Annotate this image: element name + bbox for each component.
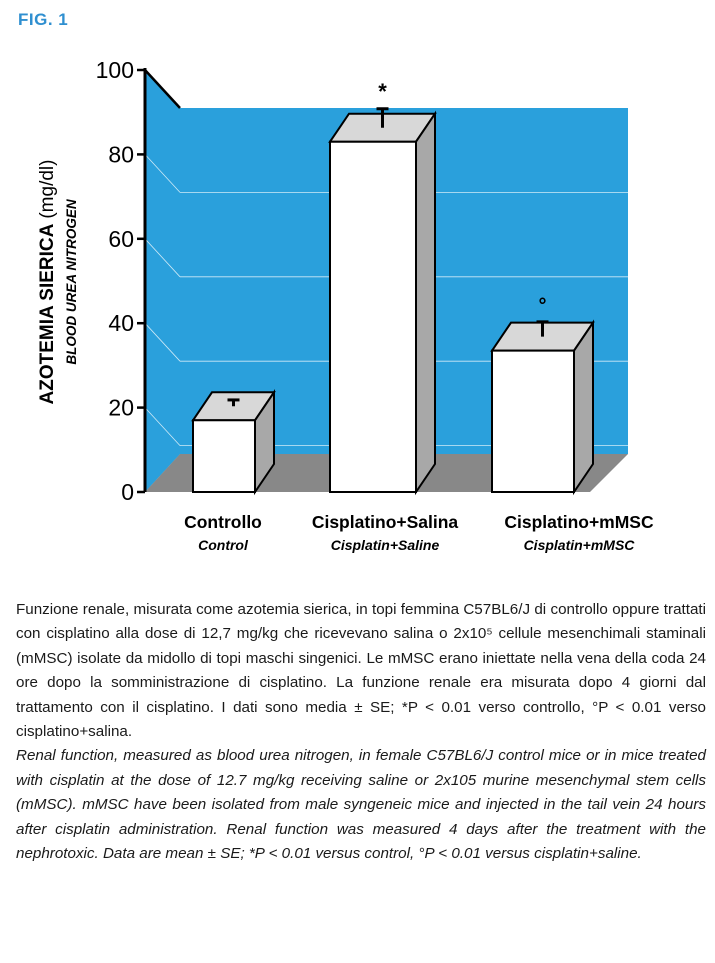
y-axis-title-main: AZOTEMIA SIERICA	[37, 223, 58, 404]
y-tick-label: 100	[96, 57, 134, 83]
x-category-label: Cisplatino+mMSC	[504, 512, 654, 532]
y-tick-label: 80	[108, 141, 134, 167]
plot-side-wall	[145, 70, 180, 492]
y-axis-title: AZOTEMIA SIERICA (mg/dl)	[37, 160, 58, 405]
grid-line-diagonal	[144, 407, 181, 446]
y-tick-label: 20	[108, 395, 134, 421]
y-axis-title-unit: (mg/dl)	[37, 160, 58, 219]
plot-top-edge	[144, 69, 181, 109]
x-category-label-en: Cisplatin+Saline	[331, 537, 440, 553]
bar	[329, 140, 417, 494]
bar	[192, 419, 256, 494]
caption-english: Renal function, measured as blood urea n…	[16, 747, 706, 863]
y-axis-subtitle: BLOOD UREA NITROGEN	[64, 199, 79, 365]
bar	[491, 349, 575, 493]
x-category-label: Controllo	[184, 512, 262, 532]
significance-marker: *	[378, 79, 387, 104]
bar-side	[573, 319, 594, 496]
figure-label: FIG. 1	[18, 10, 69, 29]
grid-line-diagonal	[144, 322, 181, 362]
x-category-label: Cisplatino+Salina	[312, 512, 459, 532]
figure-caption: Funzione renale, misurata come azotemia …	[16, 598, 706, 866]
x-category-label-en: Control	[198, 537, 249, 553]
grid-line-diagonal	[144, 238, 181, 278]
caption-italian: Funzione renale, misurata come azotemia …	[16, 601, 706, 741]
y-tick-label: 40	[108, 310, 134, 336]
y-tick-label: 60	[108, 226, 134, 252]
y-tick-label: 0	[121, 479, 134, 505]
bar-side	[415, 110, 436, 496]
x-category-label-en: Cisplatin+mMSC	[524, 537, 636, 553]
significance-marker: °	[539, 295, 547, 317]
bar-chart: 0 20 40 60 80 100 AZOTEMIA SIERICA (mg/dl) BLOOD…	[37, 57, 654, 553]
grid-line-diagonal	[144, 154, 181, 193]
